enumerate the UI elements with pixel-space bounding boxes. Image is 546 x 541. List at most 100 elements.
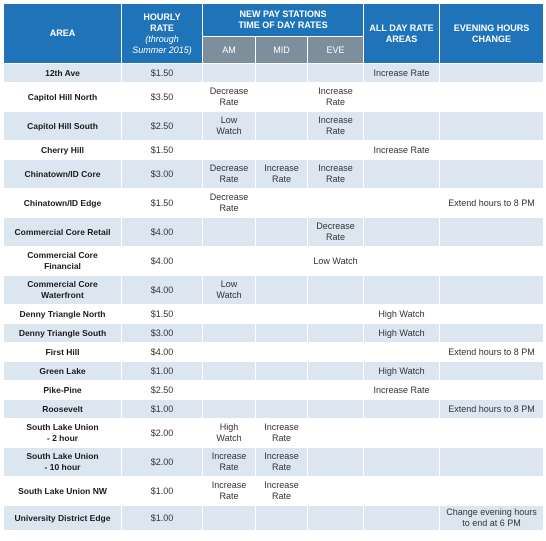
cell-eve xyxy=(307,418,364,448)
cell-area: Roosevelt xyxy=(3,399,122,419)
cell-eve xyxy=(307,304,364,324)
cell-am-line: Watch xyxy=(216,290,242,300)
cell-evening xyxy=(439,476,544,506)
cell-area-line: Cherry Hill xyxy=(41,144,84,155)
cell-mid xyxy=(255,275,308,305)
cell-area-line: 12th Ave xyxy=(45,67,80,78)
table-row: Chinatown/ID Edge $1.50 Decrease Rate Extend… xyxy=(3,188,544,218)
cell-rate: $1.00 xyxy=(121,476,203,506)
cell-rate: $3.50 xyxy=(121,82,203,112)
cell-am: Low Watch xyxy=(202,111,256,141)
table-row: Pike-Pine $2.50 Increase Rate xyxy=(3,380,544,400)
table-row: Capitol Hill South $2.50 Low Watch Increase R… xyxy=(3,111,544,141)
table-row: University District Edge $1.00 Change even… xyxy=(3,505,544,531)
cell-rate: $1.50 xyxy=(121,188,203,218)
cell-eve-line: Increase xyxy=(318,115,353,125)
cell-evening xyxy=(439,380,544,400)
cell-eve-line: Rate xyxy=(325,174,345,184)
cell-eve-line: Decrease xyxy=(316,221,355,231)
cell-area: University District Edge xyxy=(3,505,122,531)
cell-allday xyxy=(363,275,440,305)
header-allday-line2: AREAS xyxy=(385,33,418,44)
header-eve: EVE xyxy=(307,36,364,64)
cell-evening-line: Extend hours to 8 PM xyxy=(448,403,535,414)
cell-evening xyxy=(439,304,544,324)
cell-am-line: Rate xyxy=(219,174,239,184)
cell-am xyxy=(202,304,256,324)
cell-mid xyxy=(255,111,308,141)
cell-area-line: - 2 hour xyxy=(46,433,79,443)
header-evening-line1: EVENING HOURS xyxy=(453,22,530,33)
cell-am-line: Rate xyxy=(219,491,239,501)
cell-area: Denny Triangle South xyxy=(3,323,122,343)
cell-area: Capitol Hill North xyxy=(3,82,122,112)
header-hourly-note1: (through xyxy=(145,33,179,44)
cell-area-line: South Lake Union xyxy=(26,422,99,432)
table-row: South Lake Union - 2 hour $2.00 High Watch In… xyxy=(3,418,544,448)
cell-eve xyxy=(307,505,364,531)
cell-allday xyxy=(363,447,440,477)
cell-am xyxy=(202,217,256,247)
cell-rate: $4.00 xyxy=(121,217,203,247)
cell-mid xyxy=(255,304,308,324)
cell-area-line: Commercial Core xyxy=(27,250,98,260)
cell-mid-line: Rate xyxy=(271,433,291,443)
cell-area-line: Capitol Hill North xyxy=(27,91,98,102)
table-row: Denny Triangle South $3.00 High Watch xyxy=(3,323,544,343)
cell-rate: $4.00 xyxy=(121,246,203,276)
cell-area-line: Capitol Hill South xyxy=(27,120,98,131)
cell-eve-line: Low Watch xyxy=(313,255,358,266)
cell-mid: Increase Rate xyxy=(255,159,308,189)
cell-area-line: University District Edge xyxy=(14,512,111,523)
cell-mid xyxy=(255,82,308,112)
cell-area: Denny Triangle North xyxy=(3,304,122,324)
cell-area: Commercial Core Retail xyxy=(3,217,122,247)
cell-am xyxy=(202,63,256,83)
cell-area: Green Lake xyxy=(3,361,122,381)
cell-area: South Lake Union NW xyxy=(3,476,122,506)
cell-allday-line: Increase Rate xyxy=(373,67,430,78)
cell-area-line: South Lake Union xyxy=(26,451,99,461)
header-allday-line1: ALL DAY RATE xyxy=(369,22,434,33)
cell-am-line: Decrease xyxy=(209,163,249,173)
cell-area-line: Commercial Core Retail xyxy=(14,226,111,237)
cell-allday: Increase Rate xyxy=(363,380,440,400)
cell-allday-line: High Watch xyxy=(378,308,425,319)
cell-rate: $4.00 xyxy=(121,275,203,305)
cell-am xyxy=(202,323,256,343)
cell-area-line: Financial xyxy=(44,261,81,271)
cell-area-line: Waterfront xyxy=(41,290,84,300)
cell-mid xyxy=(255,361,308,381)
cell-evening xyxy=(439,82,544,112)
cell-evening xyxy=(439,63,544,83)
header-hourly-line1: HOURLY xyxy=(143,11,181,22)
cell-allday-line: High Watch xyxy=(378,327,425,338)
header-new-pay-stations: NEW PAY STATIONS TIME OF DAY RATES xyxy=(202,3,364,37)
cell-area: Commercial Core Financial xyxy=(3,246,122,276)
cell-evening-line: Change evening hours xyxy=(446,507,537,517)
cell-mid xyxy=(255,505,308,531)
cell-area-line: Denny Triangle South xyxy=(18,327,107,338)
cell-mid xyxy=(255,399,308,419)
cell-eve xyxy=(307,323,364,343)
cell-rate: $1.00 xyxy=(121,505,203,531)
cell-allday: High Watch xyxy=(363,304,440,324)
table-row: 12th Ave $1.50 Increase Rate xyxy=(3,63,544,83)
cell-rate: $3.00 xyxy=(121,323,203,343)
cell-eve: Increase Rate xyxy=(307,111,364,141)
cell-allday xyxy=(363,111,440,141)
cell-allday xyxy=(363,246,440,276)
cell-rate: $1.00 xyxy=(121,399,203,419)
cell-mid-line: Rate xyxy=(271,462,291,472)
cell-area-line: Denny Triangle North xyxy=(19,308,106,319)
cell-allday xyxy=(363,159,440,189)
cell-eve xyxy=(307,447,364,477)
cell-rate: $2.00 xyxy=(121,447,203,477)
cell-allday-line: Increase Rate xyxy=(373,384,430,395)
cell-eve xyxy=(307,399,364,419)
cell-area-line: Chinatown/ID Edge xyxy=(23,197,102,208)
cell-mid xyxy=(255,188,308,218)
cell-am-line: Rate xyxy=(219,203,239,213)
cell-am xyxy=(202,399,256,419)
cell-am: Low Watch xyxy=(202,275,256,305)
